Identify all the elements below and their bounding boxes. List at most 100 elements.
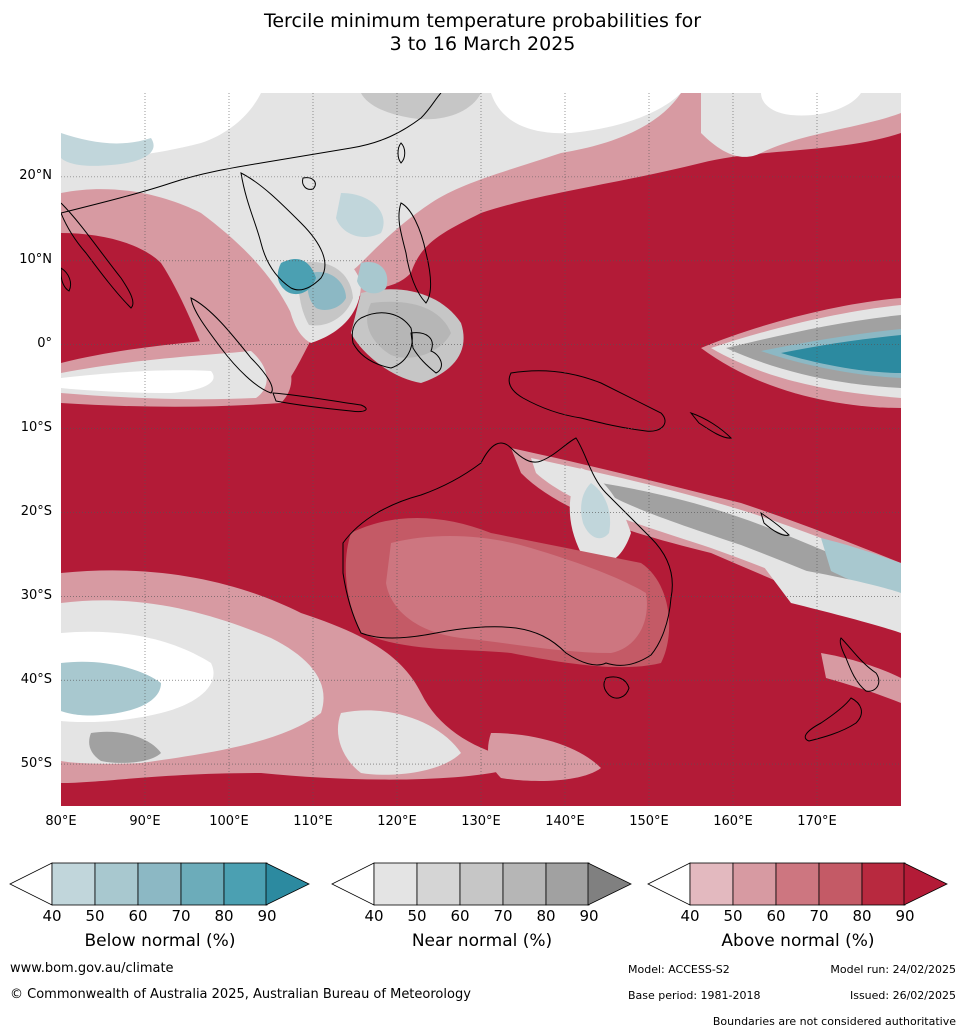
- tasmania-outline: [603, 676, 630, 699]
- legend-ticks-above: 40 50 60 70 80 90: [647, 907, 949, 929]
- website-link[interactable]: www.bom.gov.au/climate: [10, 961, 174, 976]
- legend-title-above: Above normal (%): [721, 931, 875, 951]
- colorbar-segment: [459, 862, 504, 906]
- indochina-outline: [240, 172, 326, 291]
- lon-label-100e: 100°E: [209, 814, 249, 829]
- lat-label-equator: 0°: [37, 336, 52, 351]
- colorbar-segment: [775, 862, 820, 906]
- lon-label-150e: 150°E: [629, 814, 669, 829]
- colorbar-segment: [689, 862, 734, 906]
- new-guinea-outline: [508, 370, 666, 432]
- colorbar-tick-label: 40: [42, 907, 62, 925]
- lon-label-140e: 140°E: [545, 814, 585, 829]
- java-outline: [272, 392, 367, 412]
- tasman-band: [761, 563, 901, 703]
- title-line-1: Tercile minimum temperature probabilitie…: [263, 10, 702, 32]
- colorbar-below-normal: [9, 862, 310, 906]
- colorbar-segment: [545, 862, 590, 906]
- east-pacific-cool-tongue: [701, 298, 901, 408]
- colorbar-tick-label: 80: [536, 907, 556, 925]
- legend-ticks-near: 40 50 60 70 80 90: [331, 907, 633, 929]
- lon-label-170e: 170°E: [797, 814, 837, 829]
- colorbar-tick-label: 50: [407, 907, 427, 925]
- colorbar-above-normal: [647, 862, 948, 906]
- colorbar-tick-label: 60: [128, 907, 148, 925]
- base-period-text: Base period: 1981-2018: [628, 989, 761, 1002]
- legend-near-normal: 40 50 60 70 80 90: [331, 862, 633, 929]
- legend-title-below: Below normal (%): [84, 931, 236, 951]
- lon-label-90e: 90°E: [129, 814, 161, 829]
- map-title: Tercile minimum temperature probabilitie…: [0, 10, 965, 56]
- colorbar-segment: [180, 862, 225, 906]
- lat-label-20s: 20°S: [20, 504, 52, 519]
- copyright-text: © Commonwealth of Australia 2025, Austra…: [10, 987, 471, 1002]
- colorbar-tick-label: 40: [680, 907, 700, 925]
- colorbar-above-low-arrow: [647, 862, 691, 906]
- colorbar-above-high-arrow: [903, 862, 948, 906]
- model-text: Model: ACCESS-S2: [628, 963, 730, 976]
- india-outline: [61, 202, 134, 309]
- philippines-outline: [398, 202, 431, 304]
- colorbar-tick-label: 90: [579, 907, 599, 925]
- colorbar-segment: [373, 862, 418, 906]
- new-caledonia-outline: [760, 511, 790, 536]
- legend-above-normal: 40 50 60 70 80 90: [647, 862, 949, 929]
- taiwan-outline: [397, 142, 406, 164]
- nz-north-outline: [839, 637, 880, 692]
- colorbar-tick-label: 70: [493, 907, 513, 925]
- colorbar-segment: [51, 862, 96, 906]
- colorbar-segment: [861, 862, 906, 906]
- model-run-text: Model run: 24/02/2025: [830, 963, 956, 976]
- colorbar-tick-label: 70: [809, 907, 829, 925]
- asia-coast-outline: [61, 93, 442, 214]
- colorbar-tick-label: 40: [364, 907, 384, 925]
- southern-ocean-band: [61, 570, 601, 783]
- lon-label-110e: 110°E: [293, 814, 333, 829]
- solomon-islands-outline: [689, 411, 733, 439]
- colorbar-tick-label: 60: [450, 907, 470, 925]
- colorbar-segment: [416, 862, 461, 906]
- australia-outline: [342, 437, 673, 666]
- nz-south-outline: [804, 697, 862, 742]
- gridlines: [61, 93, 901, 806]
- west-equatorial-band: [61, 333, 292, 407]
- colorbar-tick-label: 70: [171, 907, 191, 925]
- lon-label-80e: 80°E: [45, 814, 77, 829]
- colorbar-segment: [502, 862, 547, 906]
- lon-label-160e: 160°E: [713, 814, 753, 829]
- disclaimer-text: Boundaries are not considered authoritat…: [712, 1015, 956, 1028]
- legend-below-normal: 40 50 60 70 80 90: [9, 862, 311, 929]
- colorbar-tick-label: 90: [257, 907, 277, 925]
- lat-label-20n: 20°N: [19, 168, 52, 183]
- borneo-outline: [351, 312, 413, 369]
- colorbar-tick-label: 80: [214, 907, 234, 925]
- legend-title-near: Near normal (%): [411, 931, 553, 951]
- colorbar-near-normal: [331, 862, 632, 906]
- colorbar-near-low-arrow: [331, 862, 375, 906]
- sumatra-outline: [190, 297, 273, 394]
- legend-ticks-below: 40 50 60 70 80 90: [9, 907, 311, 929]
- lat-label-40s: 40°S: [20, 672, 52, 687]
- lon-label-130e: 130°E: [461, 814, 501, 829]
- map-panel: [61, 93, 901, 806]
- colorbar-below-low-arrow: [9, 862, 53, 906]
- colorbar-tick-label: 90: [895, 907, 915, 925]
- probability-map: [61, 93, 901, 806]
- colorbar-segment: [223, 862, 268, 906]
- colorbar-below-high-arrow: [265, 862, 310, 906]
- lat-label-30s: 30°S: [20, 588, 52, 603]
- lat-label-10n: 10°N: [19, 252, 52, 267]
- colorbar-tick-label: 50: [85, 907, 105, 925]
- issued-text: Issued: 26/02/2025: [849, 989, 956, 1002]
- colorbar-segment: [137, 862, 182, 906]
- lon-label-120e: 120°E: [377, 814, 417, 829]
- colorbar-segment: [818, 862, 863, 906]
- lat-label-50s: 50°S: [20, 756, 52, 771]
- colorbar-tick-label: 80: [852, 907, 872, 925]
- coastlines: [61, 93, 880, 742]
- sri-lanka-outline: [61, 267, 72, 292]
- colorbar-segment: [94, 862, 139, 906]
- australia-interior-shading: [345, 518, 670, 668]
- colorbar-tick-label: 60: [766, 907, 786, 925]
- sulawesi-outline: [410, 332, 442, 374]
